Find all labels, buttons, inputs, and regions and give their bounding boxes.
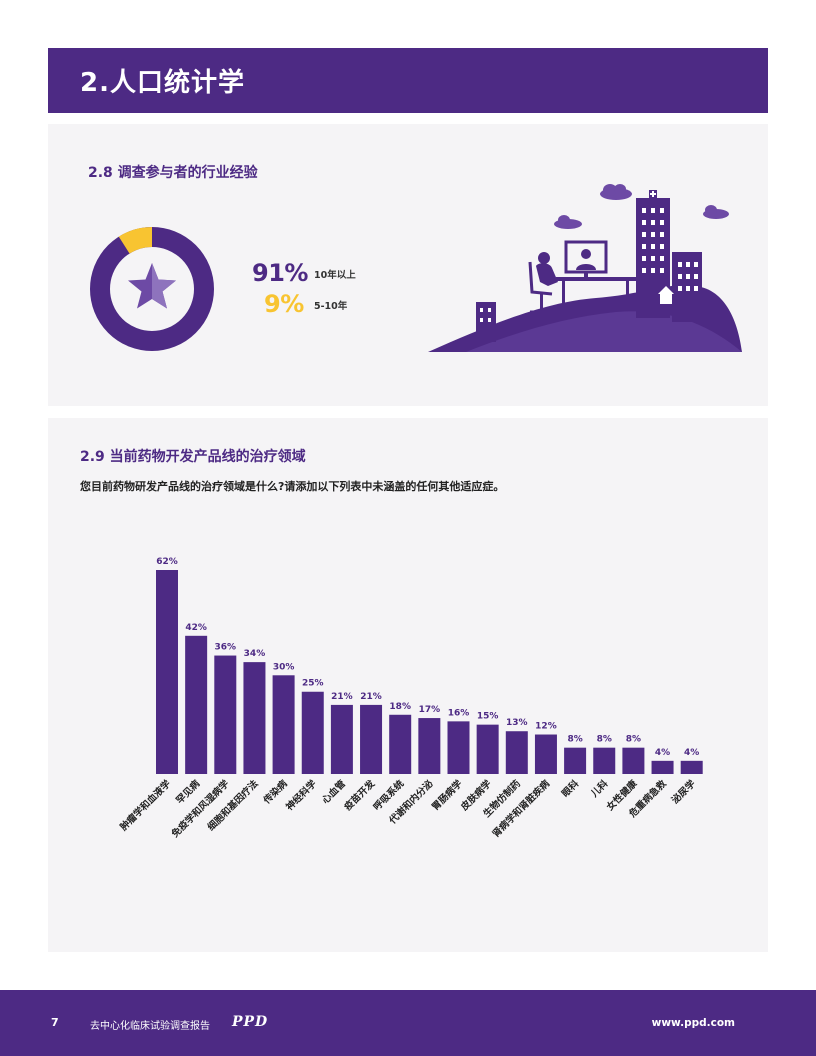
bar-value-label: 18% — [389, 702, 411, 712]
section-header: 2.人口统计学 — [48, 48, 768, 113]
cloud-icon — [554, 184, 729, 229]
category-label: 罕见病 — [174, 777, 203, 806]
section-title-2-8: 2.8 调查参与者的行业经验 — [88, 165, 258, 181]
category-label: 胃肠病学 — [429, 777, 465, 813]
bar — [505, 731, 528, 774]
bar — [156, 570, 178, 774]
donut-slice-5-10-years — [118, 227, 153, 254]
bar — [301, 691, 324, 774]
category-label: 神经科学 — [284, 777, 320, 813]
report-title: 去中心化临床试验调查报告 — [90, 1021, 210, 1032]
bar-value-label: 34% — [244, 649, 266, 659]
footer: 7 去中心化临床试验调查报告 PPD www.ppd.com — [0, 990, 816, 1056]
bar-value-label: 15% — [477, 712, 499, 722]
bar-value-label: 17% — [419, 705, 441, 715]
bar — [564, 747, 587, 774]
section-title-2-9: 2.9 当前药物开发产品线的治疗领域 — [80, 449, 306, 465]
category-label: 儿科 — [588, 777, 611, 800]
ppd-logo: PPD — [232, 1014, 269, 1030]
survey-question: 您目前药物研发产品线的治疗领域是什么?请添加以下列表中未涵盖的任何其他适应症。 — [80, 480, 505, 493]
bar-value-label: 8% — [626, 735, 641, 745]
bar — [447, 721, 470, 774]
stat-pct-5-10: 9% — [264, 290, 304, 318]
bar — [593, 747, 616, 774]
bar — [534, 734, 557, 774]
bar — [418, 718, 441, 774]
bar-value-label: 4% — [655, 748, 670, 758]
page-title: 2.人口统计学 — [80, 68, 245, 98]
bar-value-label: 16% — [448, 708, 470, 718]
category-label: 泌尿学 — [669, 777, 698, 806]
bar — [243, 662, 266, 774]
category-label: 肿瘤学和血液学 — [118, 777, 174, 833]
experience-panel: 2.8 调查参与者的行业经验 91% 10年以上 9% 5-10年 — [48, 124, 768, 406]
bar-value-label: 30% — [273, 662, 295, 672]
therapeutic-areas-bar-chart: 62%肿瘤学和血液学42%罕见病36%免疫学和风湿病学34%细胞和基因疗法30%… — [118, 557, 703, 840]
therapeutic-areas-panel: 2.9 当前药物开发产品线的治疗领域 您目前药物研发产品线的治疗领域是什么?请添… — [48, 418, 768, 952]
bar-value-label: 25% — [302, 679, 324, 689]
bar-value-label: 42% — [185, 623, 207, 633]
bar — [214, 655, 237, 774]
bar — [680, 760, 703, 774]
bar-value-label: 62% — [156, 557, 178, 567]
bar-value-label: 21% — [360, 692, 382, 702]
bar-value-label: 21% — [331, 692, 353, 702]
category-label: 心血管 — [319, 777, 348, 806]
bar-value-label: 4% — [684, 748, 699, 758]
stat-label-10-plus: 10年以上 — [314, 270, 356, 281]
category-label: 细胞和基因疗法 — [205, 777, 261, 833]
bar — [185, 635, 208, 774]
bar — [330, 704, 353, 774]
category-label: 疫苗开发 — [342, 777, 378, 813]
bar — [476, 724, 499, 774]
bar-value-label: 36% — [215, 643, 237, 653]
bar — [389, 714, 412, 774]
bar — [651, 760, 674, 774]
bar — [360, 704, 383, 774]
bar-value-label: 13% — [506, 718, 528, 728]
stat-label-5-10: 5-10年 — [314, 301, 348, 312]
bar — [622, 747, 645, 774]
star-icon — [128, 263, 176, 309]
bar-value-label: 8% — [597, 735, 612, 745]
office-city-illustration — [428, 184, 742, 352]
stat-pct-10-plus: 91% — [252, 259, 308, 287]
bar — [272, 675, 295, 774]
page-number: 7 — [51, 1016, 59, 1029]
bar-value-label: 8% — [567, 735, 582, 745]
experience-donut-chart — [90, 227, 214, 351]
website-link[interactable]: www.ppd.com — [651, 1017, 735, 1029]
category-label: 眼科 — [559, 777, 581, 799]
bar-value-label: 12% — [535, 722, 557, 732]
